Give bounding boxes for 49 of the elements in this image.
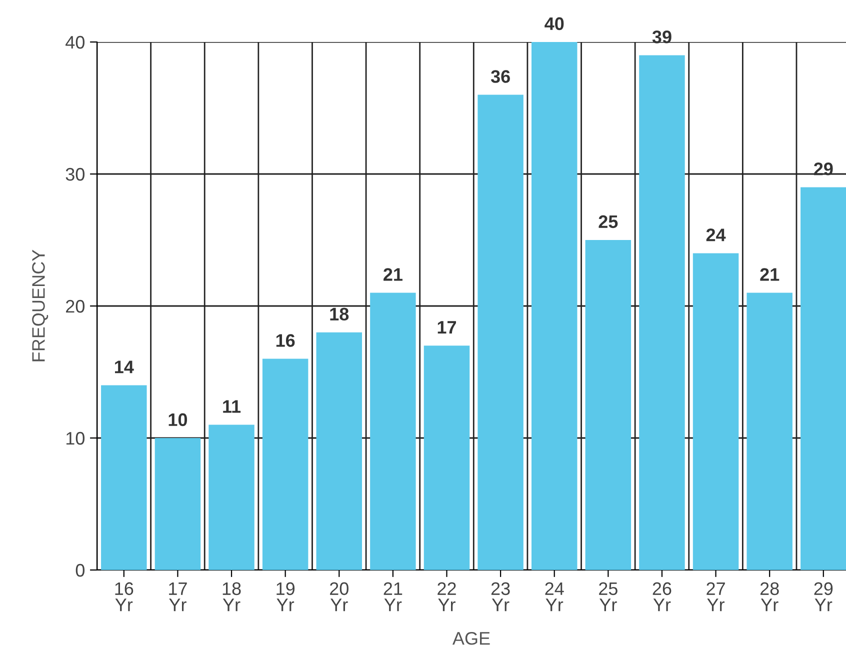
x-tick-label: 21 Yr xyxy=(384,582,402,612)
bar xyxy=(262,358,308,570)
x-tick-label: 27 Yr xyxy=(706,582,725,612)
y-axis-title: FREQUENCY xyxy=(32,250,48,362)
x-tick-label: 25 Yr xyxy=(599,582,618,612)
y-tick-label: 40 xyxy=(66,36,84,49)
x-tick-label: 17 Yr xyxy=(169,582,187,612)
y-tick-label: 20 xyxy=(66,300,84,313)
x-tick-label: 29 Yr xyxy=(814,582,833,612)
x-axis-title: AGE xyxy=(452,632,490,645)
x-tick-label: 22 Yr xyxy=(438,582,456,612)
x-tick-label: 23 Yr xyxy=(491,582,510,612)
data-label: 14 xyxy=(115,360,134,374)
y-tick-label: 10 xyxy=(66,432,84,445)
bar xyxy=(370,292,416,570)
bar xyxy=(639,55,685,570)
data-label: 21 xyxy=(384,268,402,281)
x-tick-label: 19 Yr xyxy=(276,582,295,612)
x-tick-label: 16 Yr xyxy=(115,582,134,612)
x-tick-label: 20 Yr xyxy=(330,582,348,612)
bar xyxy=(692,253,739,570)
bar xyxy=(800,187,846,570)
data-label: 25 xyxy=(598,215,618,228)
x-tick-label: 24 Yr xyxy=(545,582,564,612)
bar xyxy=(101,385,147,570)
data-label: 29 xyxy=(814,162,833,176)
data-label: 10 xyxy=(168,413,188,426)
x-tick-label: 26 Yr xyxy=(652,582,672,612)
bar xyxy=(585,240,632,570)
data-label: 40 xyxy=(544,17,564,30)
bar xyxy=(746,292,792,570)
y-tick-label: 30 xyxy=(66,168,84,181)
bar xyxy=(478,94,524,570)
data-label: 21 xyxy=(760,268,780,281)
data-label: 18 xyxy=(330,308,349,320)
bar xyxy=(424,346,470,570)
data-label: 24 xyxy=(706,228,726,242)
bar xyxy=(316,332,362,570)
data-label: 11 xyxy=(223,400,241,413)
bar xyxy=(208,424,254,570)
y-tick-label: 0 xyxy=(76,564,84,577)
data-label: 17 xyxy=(438,321,456,334)
x-tick-label: 18 Yr xyxy=(222,582,241,612)
data-label: 16 xyxy=(276,334,295,347)
data-label: 36 xyxy=(490,70,510,83)
bar xyxy=(531,42,578,570)
x-tick-label: 28 Yr xyxy=(760,582,779,612)
data-label: 39 xyxy=(652,30,672,44)
bar xyxy=(154,438,201,570)
